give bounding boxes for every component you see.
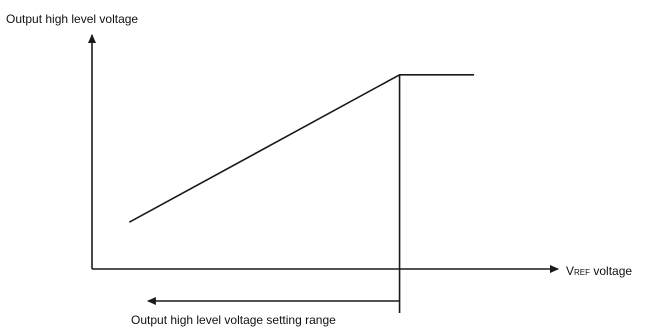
- x-axis-label-subscript: REF: [574, 268, 590, 277]
- x-axis-label-suffix: voltage: [590, 264, 632, 278]
- x-axis-label-prefix: V: [566, 264, 574, 278]
- series-line: [128, 74, 475, 223]
- x-axis-label: VREF voltage: [566, 264, 632, 278]
- range-label: Output high level voltage setting range: [131, 313, 336, 327]
- y-axis-label: Output high level voltage: [6, 12, 138, 26]
